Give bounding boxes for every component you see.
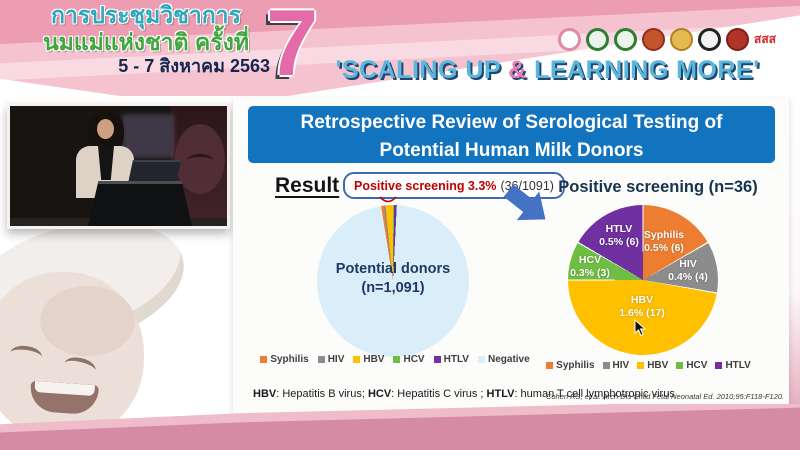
legend-label: HIV	[612, 360, 630, 371]
footnote-abbr: HCV	[367, 388, 392, 400]
legend-label: Syphilis	[556, 360, 595, 371]
legend-label: Negative	[487, 354, 530, 365]
podium	[88, 181, 192, 226]
legend-label: Syphilis	[270, 354, 309, 365]
conference-title-line1: การประชุมวิชาการ	[51, 2, 241, 28]
green-seal-logo-1	[586, 28, 609, 51]
positive-screening-callout: Positive screening 3.3% (36/1091)	[343, 172, 565, 199]
pie-label-hbv: HBV 1.6% (17)	[619, 293, 665, 319]
legend-item-hbv: HBV	[637, 360, 668, 371]
potential-donors-label-line1: Potential donors	[335, 260, 451, 277]
legend-item-hcv: HCV	[393, 354, 425, 365]
legend-item-hcv: HCV	[676, 360, 707, 371]
legend-item-syphilis: Syphilis	[546, 360, 595, 371]
footnote-abbr: HTLV	[486, 388, 515, 400]
breastfeeding-foundation-logo	[558, 28, 581, 51]
legend-label: HCV	[403, 354, 425, 365]
footer-pink-band	[0, 404, 800, 450]
positive-screening-title: Positive screening (n=36)	[558, 178, 758, 196]
thaihealth-logo: สสส	[754, 32, 776, 46]
conference-slogan: 'SCALING UP & LEARNING MORE'	[300, 56, 795, 85]
legend-label: HTLV	[443, 354, 469, 365]
legend-item-htlv: HTLV	[715, 360, 751, 371]
legend-label: HIV	[327, 354, 345, 365]
baby-illustration	[0, 96, 233, 450]
slide-panel: Retrospective Review of Serological Test…	[233, 98, 789, 420]
stage-backdrop	[171, 106, 227, 226]
left-pie-legend: Syphilis HIV HBV HCV HTLV Negative	[260, 354, 530, 365]
legend-swatch-hcv	[393, 356, 401, 363]
mouse-cursor-icon	[634, 319, 646, 337]
legend-swatch-syphilis	[546, 362, 554, 369]
conference-date: 5 - 7 สิงหาคม 2563	[118, 55, 270, 76]
footnote-text: : human T cell lymphotropic virus	[514, 388, 675, 400]
legend-swatch-hcv	[676, 362, 684, 369]
black-seal-logo	[698, 28, 721, 51]
backdrop-baby-eye	[187, 154, 213, 167]
legend-label: HTLV	[725, 360, 751, 371]
baby-face-shading	[40, 286, 135, 356]
edition-number: 7	[266, 0, 319, 95]
slide-title: Retrospective Review of Serological Test…	[248, 106, 775, 163]
pie-label-hcv: HCV 0.3% (3)	[570, 253, 610, 279]
green-seal-logo-2	[614, 28, 637, 51]
footnote-text: : Hepatitis B virus;	[276, 388, 368, 400]
conference-title-line2: นมแม่แห่งชาติ ครั้งที่	[42, 28, 250, 55]
right-pie-legend: Syphilis HIV HBV HCV HTLV	[546, 360, 751, 371]
legend-swatch-htlv	[433, 356, 441, 363]
citation-text: Cohen RS, et al. Arch Dis Child Fetal Ne…	[545, 392, 784, 401]
positive-screening-pie-chart: Syphilis 0.5% (6) HIV 0.4% (4) HBV 1.6% (17) H…	[568, 205, 718, 355]
callout-highlight: Positive screening 3.3%	[354, 179, 497, 193]
sponsor-logo-row: สสส	[558, 28, 776, 51]
potential-donors-label: Potential donors (n=1,091)	[317, 260, 469, 298]
slogan-ampersand: &	[508, 56, 527, 84]
pie-label-hiv: HIV 0.4% (4)	[668, 257, 708, 283]
legend-item-hiv: HIV	[602, 360, 630, 371]
presenter-video-frame	[7, 103, 230, 229]
footnote-abbr: HBV	[253, 388, 277, 400]
legend-item-htlv: HTLV	[433, 354, 469, 365]
legend-swatch-hbv	[637, 362, 645, 369]
pie-label-htlv: HTLV 0.5% (6)	[599, 222, 639, 248]
conference-banner: การประชุมวิชาการ นมแม่แห่งชาติ ครั้งที่ …	[0, 0, 800, 96]
legend-swatch-htlv	[715, 362, 723, 369]
legend-label: HBV	[363, 354, 385, 365]
arrow-icon	[492, 171, 561, 239]
pie-label-syphilis: Syphilis 0.5% (6)	[643, 228, 685, 254]
legend-swatch-negative	[477, 356, 485, 363]
potential-donors-label-line2: (n=1,091)	[361, 279, 425, 296]
legend-swatch-hiv	[317, 356, 325, 363]
slogan-open: 'SCALING UP	[335, 56, 509, 84]
legend-swatch-hbv	[353, 356, 361, 363]
abbreviation-footnote: HBV: Hepatitis B virus; HCV: Hepatitis C…	[253, 388, 675, 400]
presenter-shirt	[98, 146, 114, 180]
legend-label: HBV	[647, 360, 669, 371]
legend-item-syphilis: Syphilis	[260, 354, 309, 365]
legend-label: HCV	[686, 360, 708, 371]
legend-item-hbv: HBV	[353, 354, 384, 365]
legend-swatch-hiv	[602, 362, 610, 369]
footnote-text: : Hepatitis C virus ;	[391, 388, 487, 400]
conference-title-block: การประชุมวิชาการ นมแม่แห่งชาติ ครั้งที่ …	[22, 2, 270, 76]
royal-gold-emblem-logo	[670, 28, 693, 51]
red-gold-emblem-logo	[642, 28, 665, 51]
slide-title-line1: Retrospective Review of Serological Test…	[300, 112, 723, 133]
result-heading: Result	[275, 174, 340, 197]
right-edge-strip	[789, 96, 800, 450]
potential-donors-pie-chart: Potential donors (n=1,091)	[317, 205, 469, 357]
dark-red-seal-logo	[726, 28, 749, 51]
legend-item-negative: Negative	[477, 354, 530, 365]
legend-item-hiv: HIV	[317, 354, 345, 365]
slide-title-line2: Potential Human Milk Donors	[379, 139, 644, 161]
legend-swatch-syphilis	[260, 356, 268, 363]
slogan-close: LEARNING MORE'	[526, 56, 760, 84]
callout-pointer	[379, 196, 397, 203]
presenter-face	[97, 119, 114, 139]
